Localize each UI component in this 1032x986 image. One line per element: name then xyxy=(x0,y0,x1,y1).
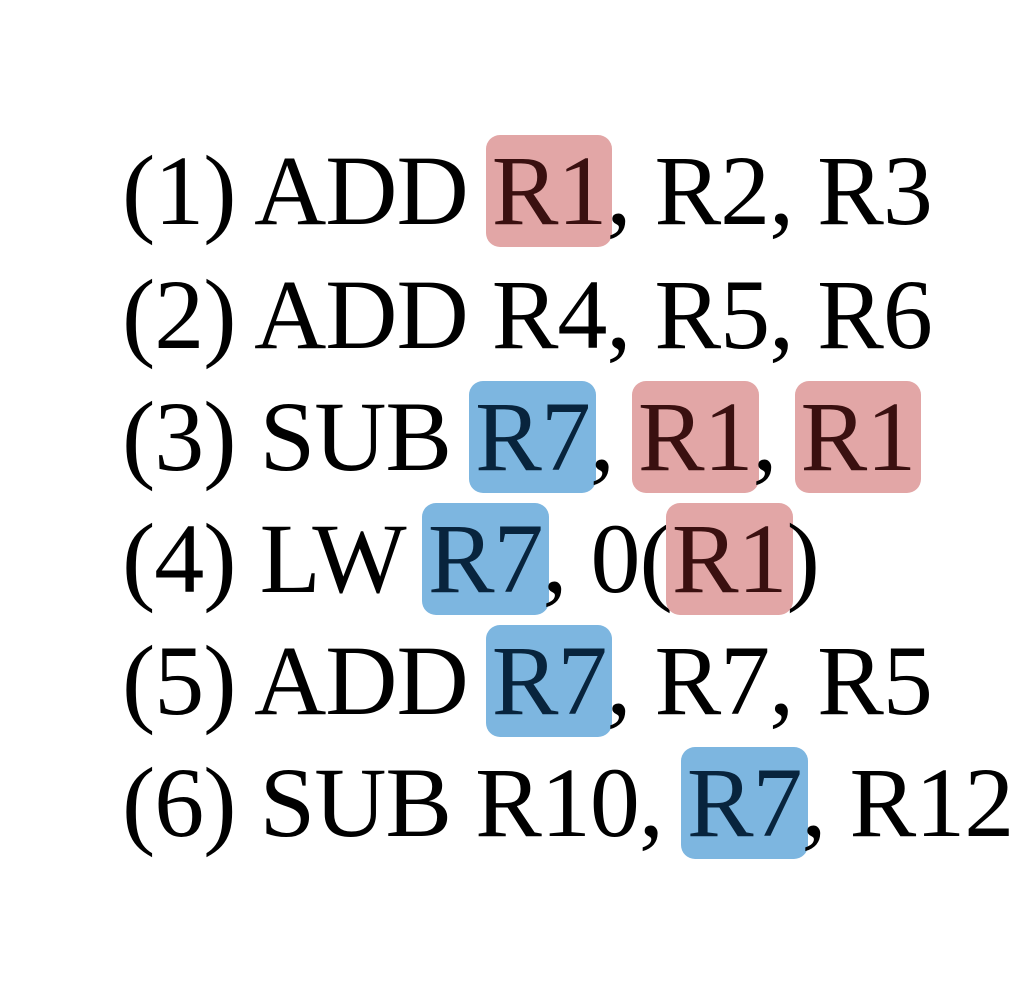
token: , R12 xyxy=(801,747,1015,858)
token: (1) ADD xyxy=(122,135,492,246)
register-highlight-red: R1 xyxy=(631,381,759,493)
token: , R2, R3 xyxy=(606,135,932,246)
token: (2) ADD R4, R5, R6 xyxy=(122,259,933,370)
token: (3) SUB xyxy=(122,381,476,492)
token: , xyxy=(752,381,801,492)
register-highlight-red: R1 xyxy=(665,503,793,615)
instruction-line-4: (4) LW R7, 0(R1) xyxy=(26,376,820,615)
register-highlight-blue: R7 xyxy=(485,625,613,737)
register-highlight-blue: R7 xyxy=(680,747,808,859)
instruction-line-1: (1) ADD R1, R2, R3 xyxy=(26,8,933,247)
instruction-line-5: (5) ADD R7, R7, R5 xyxy=(26,498,933,737)
register-highlight-red: R1 xyxy=(485,135,613,247)
register-highlight-blue: R7 xyxy=(469,381,596,493)
register-highlight-blue: R7 xyxy=(421,503,549,615)
token: , xyxy=(589,381,638,492)
register-highlight-red: R1 xyxy=(794,381,922,493)
token: ) xyxy=(786,503,820,614)
instruction-line-6: (6) SUB R10, R7, R12 xyxy=(26,620,1014,859)
token: , R7, R5 xyxy=(606,625,932,736)
token: (4) LW xyxy=(122,503,428,614)
instruction-line-2: (2) ADD R4, R5, R6 xyxy=(26,132,933,370)
token: (6) SUB R10, xyxy=(122,747,687,858)
token: , 0( xyxy=(542,503,673,614)
token: (5) ADD xyxy=(122,625,492,736)
instruction-line-3: (3) SUB R7, R1, R1 xyxy=(26,254,922,493)
